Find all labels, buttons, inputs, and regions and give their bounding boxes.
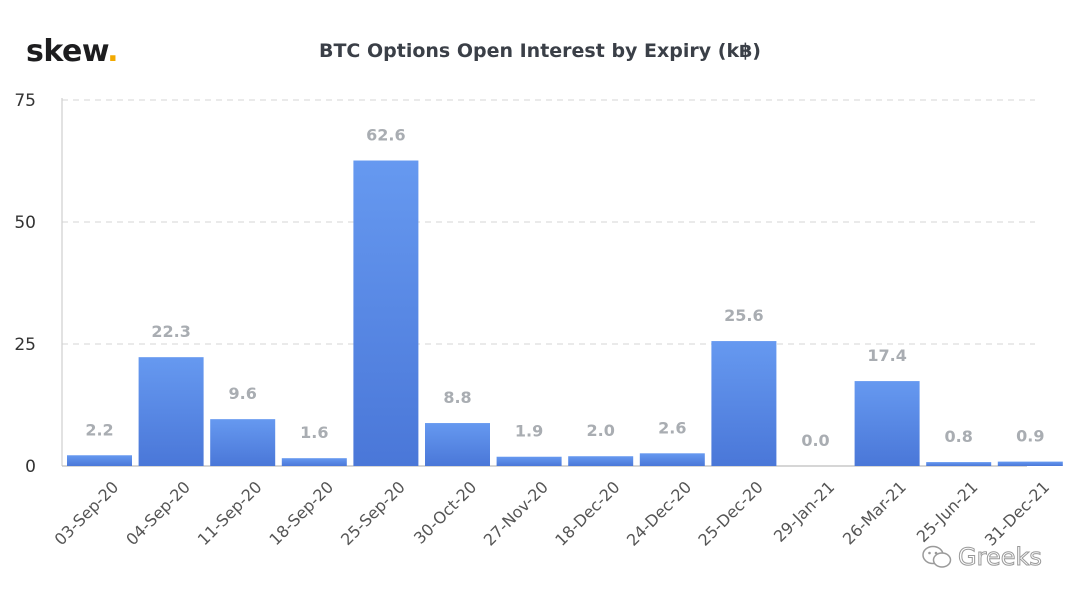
- x-tick-label: 24-Dec-20: [623, 477, 695, 549]
- x-tick-label: 25-Sep-20: [337, 477, 409, 549]
- x-tick-label: 04-Sep-20: [122, 477, 194, 549]
- bar: [210, 419, 276, 466]
- x-tick-label: 18-Dec-20: [551, 477, 623, 549]
- data-label: 2.0: [587, 421, 615, 440]
- chart-title: BTC Options Open Interest by Expiry (k฿): [318, 40, 761, 62]
- x-tick-label: 27-Nov-20: [480, 477, 552, 549]
- bar: [997, 461, 1063, 466]
- data-label: 17.4: [867, 346, 906, 365]
- bars: [67, 160, 1063, 466]
- bar: [425, 423, 490, 466]
- x-tick-label: 25-Jun-21: [913, 477, 982, 546]
- x-tick-label: 29-Jan-21: [770, 477, 838, 545]
- data-label: 2.2: [85, 420, 113, 439]
- watermark: Greeks: [922, 543, 1043, 572]
- skew-logo: skew.: [26, 34, 119, 69]
- y-tick-label: 0: [25, 457, 36, 477]
- y-tick-labels: 0 25 50 75: [14, 91, 36, 477]
- x-tick-label: 18-Sep-20: [265, 477, 337, 549]
- data-labels: 2.2 22.3 9.6 1.6 62.6 8.8 1.9 2.0 2.6 25.6 0.0 17.4…: [85, 126, 1044, 450]
- data-label: 0.9: [1016, 427, 1044, 446]
- bar: [281, 458, 347, 466]
- bar: [926, 462, 992, 466]
- y-tick-label: 75: [14, 91, 36, 111]
- bar: [138, 357, 204, 466]
- bar: [639, 453, 705, 466]
- bar: [568, 456, 634, 466]
- x-tick-label: 03-Sep-20: [51, 477, 123, 549]
- data-label: 0.8: [945, 427, 973, 446]
- watermark-text: Greeks: [958, 543, 1043, 572]
- bar: [353, 160, 419, 466]
- y-tick-label: 25: [14, 335, 36, 355]
- data-label: 62.6: [366, 126, 405, 145]
- x-tick-label: 30-Oct-20: [410, 477, 480, 547]
- wechat-icon: [922, 545, 952, 568]
- data-label: 22.3: [151, 322, 190, 341]
- bar: [854, 381, 920, 466]
- data-label: 25.6: [724, 306, 763, 325]
- x-tick-label: 25-Dec-20: [694, 477, 766, 549]
- data-label: 0.0: [801, 431, 829, 450]
- bar: [67, 455, 132, 466]
- x-tick-labels: 03-Sep-20 04-Sep-20 11-Sep-20 18-Sep-20 25-S…: [51, 477, 1054, 549]
- bar: [496, 456, 562, 466]
- data-label: 9.6: [229, 384, 257, 403]
- data-label: 8.8: [443, 388, 471, 407]
- x-tick-label: 26-Mar-21: [839, 477, 910, 548]
- y-tick-label: 50: [14, 213, 36, 233]
- data-label: 2.6: [658, 418, 686, 437]
- bar: [711, 341, 777, 466]
- grid-lines: [62, 99, 1035, 345]
- data-label: 1.6: [300, 423, 328, 442]
- data-label: 1.9: [515, 422, 543, 441]
- x-tick-label: 31-Dec-21: [981, 477, 1053, 549]
- x-tick-label: 11-Sep-20: [194, 477, 266, 549]
